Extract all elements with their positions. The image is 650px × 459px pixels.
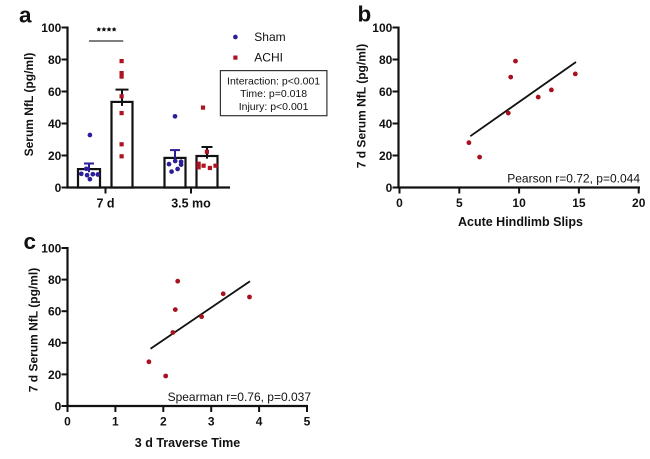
svg-text:40: 40 <box>379 117 393 131</box>
svg-text:3 d Traverse Time: 3 d Traverse Time <box>135 436 240 450</box>
svg-text:7 d Serum NfL (pg/ml): 7 d Serum NfL (pg/ml) <box>27 268 41 392</box>
svg-text:20: 20 <box>48 368 62 382</box>
svg-text:Acute Hindlimb Slips: Acute Hindlimb Slips <box>458 215 583 229</box>
svg-text:0: 0 <box>55 181 62 195</box>
svg-text:0: 0 <box>64 414 71 428</box>
svg-text:10: 10 <box>512 196 526 210</box>
svg-text:Serum NfL (pg/ml): Serum NfL (pg/ml) <box>22 53 36 157</box>
svg-text:60: 60 <box>48 305 62 319</box>
svg-text:Time: p=0.018: Time: p=0.018 <box>240 88 307 100</box>
svg-text:100: 100 <box>41 21 61 35</box>
svg-text:1: 1 <box>112 414 119 428</box>
svg-text:100: 100 <box>372 21 392 35</box>
svg-text:Sham: Sham <box>254 30 285 44</box>
svg-text:0: 0 <box>386 181 393 195</box>
svg-text:7 d: 7 d <box>96 197 114 211</box>
svg-text:a: a <box>19 3 32 28</box>
svg-text:40: 40 <box>48 336 62 350</box>
svg-text:3: 3 <box>208 414 215 428</box>
svg-text:20: 20 <box>379 149 393 163</box>
svg-text:5: 5 <box>304 414 311 428</box>
svg-text:b: b <box>358 2 372 27</box>
svg-text:80: 80 <box>48 273 62 287</box>
svg-text:0: 0 <box>55 399 62 413</box>
svg-text:Pearson r=0.72, p=0.044: Pearson r=0.72, p=0.044 <box>507 171 640 185</box>
svg-text:0: 0 <box>396 196 403 210</box>
svg-text:20: 20 <box>632 196 646 210</box>
svg-text:5: 5 <box>456 196 463 210</box>
svg-text:80: 80 <box>48 53 62 67</box>
svg-text:7 d Serum NfL (pg/ml): 7 d Serum NfL (pg/ml) <box>355 44 369 168</box>
svg-text:Injury: p<0.001: Injury: p<0.001 <box>239 101 309 113</box>
svg-text:15: 15 <box>572 196 586 210</box>
svg-text:Interaction: p<0.001: Interaction: p<0.001 <box>227 75 320 87</box>
svg-text:2: 2 <box>160 414 167 428</box>
svg-text:20: 20 <box>48 149 62 163</box>
svg-text:80: 80 <box>379 53 393 67</box>
svg-text:40: 40 <box>48 117 62 131</box>
svg-text:60: 60 <box>48 85 62 99</box>
svg-text:60: 60 <box>379 85 393 99</box>
svg-text:3.5 mo: 3.5 mo <box>171 197 211 211</box>
svg-text:c: c <box>24 229 37 254</box>
svg-text:100: 100 <box>41 241 61 255</box>
svg-text:Spearman r=0.76, p=0.037: Spearman r=0.76, p=0.037 <box>168 390 312 404</box>
svg-text:4: 4 <box>256 414 263 428</box>
svg-text:ACHI: ACHI <box>254 51 283 65</box>
